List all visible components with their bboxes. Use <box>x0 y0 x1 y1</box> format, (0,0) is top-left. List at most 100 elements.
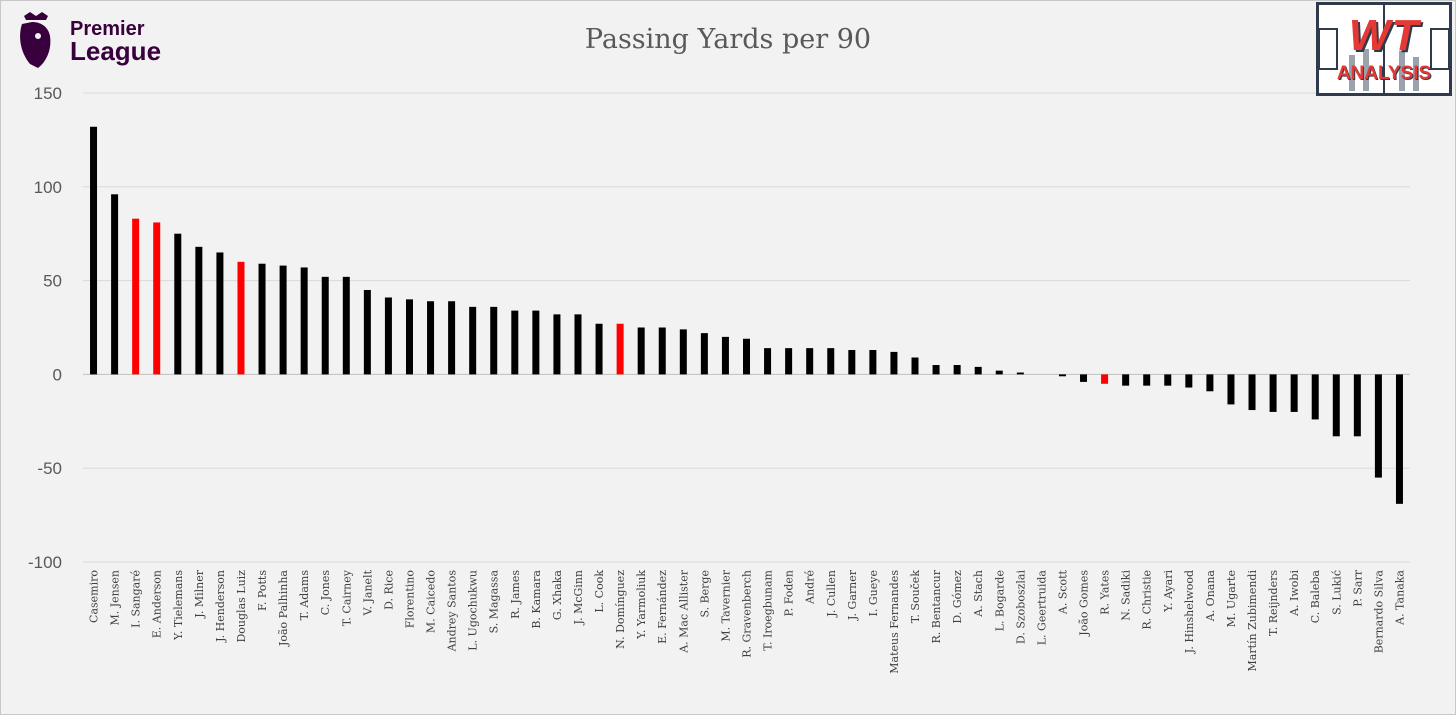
x-tick-label: T. Adams <box>298 570 311 621</box>
x-tick-label: A. Stach <box>972 570 985 618</box>
x-tick-label: C. Jones <box>319 570 332 616</box>
bar <box>1353 374 1361 437</box>
x-tick-label: B. Kamara <box>530 570 543 629</box>
bar <box>1332 374 1340 437</box>
x-tick-label: D. Rice <box>382 570 395 610</box>
x-tick-label: S. Lukić <box>1330 570 1343 615</box>
x-tick-label: R. Yates <box>1099 570 1112 615</box>
x-tick-label: G. Xhaka <box>551 570 564 621</box>
x-tick-label: Casemiro <box>88 570 101 623</box>
x-tick-label: L. Geertruida <box>1035 570 1048 646</box>
league-logo-line1: Premier <box>70 18 145 40</box>
x-tick-label: L. Ugochukwu <box>467 570 480 651</box>
bar <box>511 310 519 375</box>
bar <box>785 348 793 375</box>
bar <box>827 348 835 375</box>
x-tick-label: M. Tavernier <box>719 569 732 641</box>
x-tick-label: N. Sadiki <box>1120 570 1133 621</box>
bar <box>974 366 982 375</box>
x-tick-label: João Palhinha <box>277 570 290 647</box>
bar <box>721 336 729 375</box>
bar <box>279 265 287 375</box>
x-tick-label: João Gomes <box>1078 570 1091 637</box>
y-tick-label: 100 <box>34 178 62 197</box>
bar <box>658 327 666 375</box>
bar <box>1185 374 1193 388</box>
x-tick-label: Andrey Santos <box>446 570 459 653</box>
league-logo-line2: League <box>70 36 162 66</box>
bar <box>700 333 708 375</box>
bar <box>595 323 603 375</box>
x-tick-label: T. Souček <box>909 570 922 624</box>
x-tick-label: A. Onana <box>1204 570 1217 623</box>
pitch-lines-icon <box>1319 5 1449 93</box>
bar <box>469 306 477 375</box>
bar <box>869 350 877 375</box>
bar <box>258 263 266 375</box>
bar <box>216 252 224 375</box>
x-tick-label: N. Domínguez <box>614 570 627 649</box>
x-tick-label: J. Cullen <box>825 570 838 618</box>
bar <box>1374 374 1382 478</box>
x-tick-label: A. Tanaka <box>1393 570 1406 626</box>
bar <box>743 338 750 375</box>
bar <box>890 351 898 375</box>
x-tick-label: T. Reijnders <box>1267 570 1280 636</box>
bar <box>1311 374 1319 420</box>
x-tick-label: R. Gravenberch <box>741 570 754 658</box>
x-tick-label: M. Jensen <box>109 570 122 626</box>
bar <box>132 218 140 375</box>
bar <box>1206 374 1214 392</box>
x-tick-label: A. Scott <box>1056 569 1069 615</box>
bar <box>153 222 161 375</box>
bar <box>448 301 456 375</box>
bar <box>764 348 772 375</box>
x-tick-label: Mateus Fernandes <box>888 570 901 674</box>
bar <box>1248 374 1256 411</box>
x-tick-label: L. Cook <box>593 570 606 613</box>
x-tick-label: R. Christie <box>1141 570 1154 630</box>
bar <box>1164 374 1172 386</box>
bar <box>237 261 245 375</box>
bar <box>1290 374 1298 412</box>
bar <box>574 314 582 375</box>
bar <box>300 267 308 375</box>
bar <box>637 327 645 375</box>
y-tick-label: 150 <box>34 84 62 103</box>
x-tick-label: E. Fernández <box>656 570 669 644</box>
x-tick-label: R. James <box>509 570 522 619</box>
y-tick-label: 0 <box>53 365 62 384</box>
lion-icon <box>20 12 51 68</box>
x-tick-label: Martín Zubimendi <box>1246 570 1259 672</box>
bar <box>953 365 961 375</box>
bar <box>1101 374 1109 384</box>
brand-logo-main: WT <box>1348 11 1420 60</box>
x-tick-label: M. Caicedo <box>425 570 438 633</box>
x-tick-label: V. Janelt <box>361 569 374 616</box>
bar <box>384 297 392 375</box>
x-tick-label: C. Baleba <box>1309 570 1322 624</box>
bar <box>1080 374 1088 382</box>
x-tick-label: S. Berge <box>698 570 711 618</box>
x-tick-label: T. Iroegbunam <box>762 569 775 650</box>
x-tick-label: F. Potts <box>256 570 269 611</box>
x-tick-label: J. Hinshelwood <box>1183 570 1196 654</box>
bar <box>1227 374 1235 405</box>
bar <box>806 348 814 375</box>
bar <box>1016 372 1024 375</box>
wt-analysis-logo: WT ANALYSIS <box>1316 2 1452 96</box>
x-tick-label: A. Mac Allister <box>677 569 690 653</box>
x-tick-label: P. Foden <box>783 570 796 616</box>
bar <box>911 357 919 375</box>
x-tick-label: J. Garner <box>846 569 859 621</box>
bar <box>342 276 350 375</box>
bar <box>995 370 1003 375</box>
bar <box>1122 374 1130 386</box>
bar <box>195 246 203 375</box>
x-tick-label: P. Sarr <box>1351 569 1364 607</box>
x-tick-label: Y. Yarmoliuk <box>635 570 648 640</box>
x-tick-label: Douglas Luiz <box>235 570 248 643</box>
bar <box>1395 374 1403 504</box>
bar <box>616 323 624 375</box>
